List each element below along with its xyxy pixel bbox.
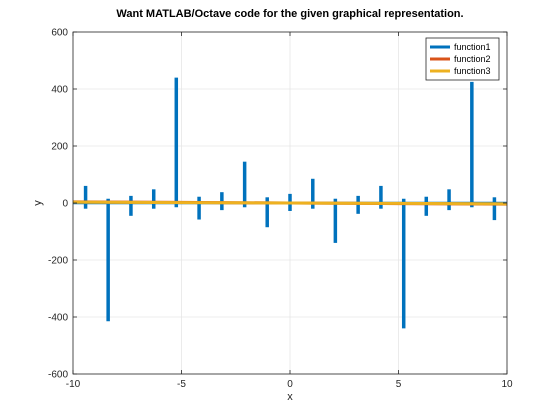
y-tick-label: -600 — [48, 370, 68, 381]
x-tick-label: 0 — [287, 379, 293, 390]
ticks: -10 -5 0 5 10 -600 -400 -200 0 200 400 600 — [48, 28, 513, 391]
chart-title: Want MATLAB/Octave code for the given gr… — [116, 8, 463, 20]
y-tick-label: 600 — [51, 28, 68, 39]
legend-label-function3: function3 — [454, 66, 491, 76]
legend-label-function1: function1 — [454, 42, 491, 52]
y-tick-label: -400 — [48, 313, 68, 324]
y-axis-label: y — [32, 200, 44, 206]
legend-label-function2: function2 — [454, 54, 491, 64]
y-tick-label: 400 — [51, 85, 68, 96]
x-axis-label: x — [287, 391, 293, 403]
x-tick-label: 10 — [501, 379, 513, 390]
y-tick-label: 0 — [62, 199, 68, 210]
y-tick-label: -200 — [48, 256, 68, 267]
y-tick-label: 200 — [51, 142, 68, 153]
legend: function1 function2 function3 — [425, 37, 500, 81]
x-tick-label: 5 — [396, 379, 402, 390]
series-layer — [72, 77, 508, 329]
function3-line — [72, 200, 508, 206]
series-function3 — [72, 200, 508, 206]
x-tick-label: -10 — [66, 379, 81, 390]
x-tick-label: -5 — [177, 379, 186, 390]
